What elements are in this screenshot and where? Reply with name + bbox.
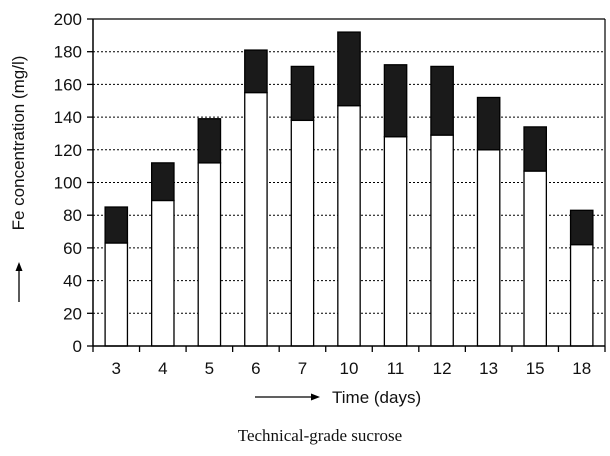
x-tick-label: 15 [526, 359, 545, 378]
y-tick-label: 200 [54, 10, 82, 29]
bar-segment-upper [337, 31, 361, 107]
x-axis-label: Time (days) [332, 388, 421, 407]
bar-segment-lower [290, 119, 315, 347]
x-tick-label: 11 [387, 359, 405, 378]
bar-segment-upper [244, 49, 268, 94]
x-tick-label: 18 [572, 359, 591, 378]
bars [104, 31, 594, 347]
bar-segment-upper [476, 96, 501, 151]
bar-segment-upper [197, 118, 222, 164]
bar-segment-lower [104, 242, 129, 347]
y-tick-label: 20 [63, 304, 82, 323]
bar-segment-lower [569, 243, 594, 347]
y-tick-label: 120 [54, 141, 82, 160]
bar-segment-upper [150, 162, 175, 202]
bar-segment-lower [430, 134, 454, 347]
bar-segment-lower [197, 162, 222, 347]
x-axis-arrow-head-icon [311, 393, 320, 401]
bar-segment-upper [383, 64, 408, 138]
y-tick-label: 40 [63, 272, 82, 291]
bar-segment-lower [476, 149, 501, 347]
y-tick-label: 180 [54, 43, 82, 62]
y-tick-label: 60 [63, 239, 82, 258]
bar-segment-upper [290, 65, 315, 122]
y-tick-label: 160 [54, 75, 82, 94]
x-tick-label: 5 [205, 359, 214, 378]
bar-segment-lower [150, 199, 175, 347]
ticks: 0 20 40 60 80 100 120 140 160 180 200 3 4 5 6 7 10 11 12 13… [54, 10, 606, 378]
x-tick-label: 10 [340, 359, 359, 378]
bar-segment-upper [569, 209, 594, 246]
x-tick-label: 6 [251, 359, 260, 378]
y-axis-arrow-head-icon [15, 262, 23, 271]
bar-segment-lower [383, 136, 408, 347]
y-tick-label: 140 [54, 108, 82, 127]
x-tick-label: 12 [433, 359, 452, 378]
figure-caption: Technical-grade sucrose [238, 426, 402, 445]
bar-segment-upper [104, 206, 129, 244]
y-axis-label: Fe concentration (mg/l) [9, 56, 28, 231]
y-tick-label: 80 [63, 206, 82, 225]
x-tick-label: 7 [298, 359, 307, 378]
y-tick-label: 100 [54, 174, 82, 193]
bar-segment-lower [244, 91, 268, 347]
x-tick-label: 13 [479, 359, 498, 378]
y-axis-title-group: Fe concentration (mg/l) [9, 56, 28, 302]
x-axis-title-group: Time (days) [255, 388, 421, 407]
y-tick-label: 0 [73, 337, 82, 356]
bar-segment-upper [523, 126, 548, 172]
x-tick-label: 4 [158, 359, 167, 378]
x-tick-label: 3 [112, 359, 121, 378]
bar-segment-lower [337, 105, 361, 347]
bar-segment-upper [430, 65, 454, 136]
bar-segment-lower [523, 170, 548, 347]
